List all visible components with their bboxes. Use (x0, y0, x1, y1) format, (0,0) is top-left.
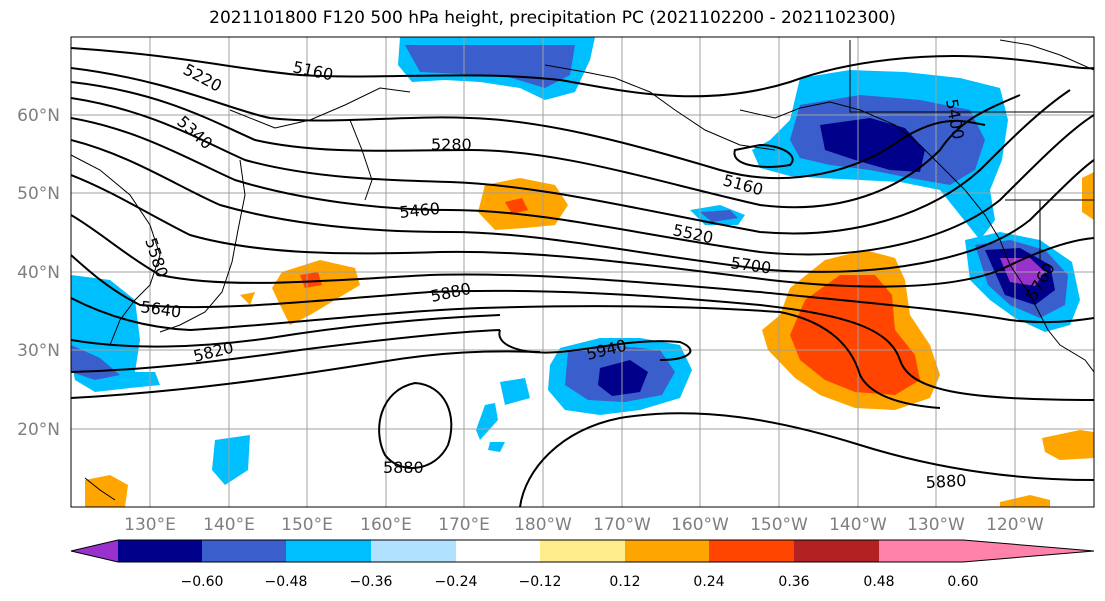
colorbar-tick-label: −0.48 (265, 574, 308, 590)
coastlines (71, 39, 1094, 501)
precip-area (598, 360, 648, 396)
precip-area (488, 442, 505, 452)
colorbar-tick-label: 0.12 (609, 574, 640, 590)
contour-line (733, 143, 794, 168)
precip-area (1082, 172, 1094, 220)
colorbar-tick-label: 0.36 (778, 574, 809, 590)
colorbar: −0.60 −0.48 −0.36 −0.24 −0.12 0.12 0.24 … (70, 539, 1095, 590)
colorbar-segment (202, 540, 287, 562)
height-contours (71, 47, 1094, 507)
lat-label: 20°N (17, 420, 60, 440)
precip-area (85, 475, 128, 507)
lon-label: 160°W (671, 515, 729, 535)
latitude-labels: 60°N 50°N 40°N 30°N 20°N (17, 106, 60, 440)
lon-label: 180°W (514, 515, 572, 535)
colorbar-segment (286, 540, 371, 562)
plot-frame (70, 36, 1095, 508)
precip-area (820, 118, 925, 172)
lat-label: 60°N (17, 106, 60, 126)
colorbar-tick-label: −0.36 (350, 574, 393, 590)
colorbar-tick-label: −0.60 (181, 574, 224, 590)
contour-label: 5280 (431, 135, 472, 154)
contour-line (71, 174, 1094, 288)
precip-area (212, 435, 250, 485)
graticule (71, 37, 1094, 507)
precip-area (272, 260, 360, 325)
colorbar-tick-label: 0.48 (863, 574, 894, 590)
precip-area (500, 378, 530, 405)
lon-label: 130°W (907, 515, 965, 535)
colorbar-segment (540, 540, 625, 562)
contour-line (71, 139, 1094, 273)
lon-label: 170°E (438, 515, 490, 535)
precip-area (476, 403, 498, 440)
contour-line (71, 254, 1094, 401)
colorbar-segment (371, 540, 456, 562)
lon-label: 150°W (750, 515, 808, 535)
precip-area (300, 272, 322, 288)
lon-label: 170°W (593, 515, 651, 535)
precip-area (1000, 495, 1050, 507)
contour-line (71, 350, 541, 399)
colorbar-tick-label: 0.60 (947, 574, 978, 590)
colorbar-segment (625, 540, 710, 562)
colorbar-segment (879, 540, 964, 562)
colorbar-segment (456, 540, 541, 562)
colorbar-segment (118, 540, 203, 562)
colorbar-extend-low (71, 540, 118, 562)
lon-label: 160°E (360, 515, 412, 535)
contour-label: 5880 (925, 471, 967, 492)
colorbar-tick-label: 0.24 (693, 574, 724, 590)
precip-area (1042, 430, 1094, 460)
contour-line (71, 67, 986, 180)
lat-label: 40°N (17, 263, 60, 283)
precip-area (240, 292, 255, 305)
contour-line (71, 89, 1071, 235)
precip-area (505, 198, 528, 214)
precip-shading (71, 37, 1094, 507)
contour-line (519, 412, 1094, 507)
contour-label: 5880 (383, 458, 424, 477)
contour-line (71, 329, 501, 373)
colorbar-tick-label: −0.12 (519, 574, 562, 590)
contour-line (71, 81, 1021, 209)
contour-line (378, 381, 453, 469)
colorbar-segment (709, 540, 794, 562)
colorbar-tick-label: −0.24 (435, 574, 478, 590)
contour-line (498, 329, 692, 361)
lon-label: 140°W (829, 515, 887, 535)
contour-line (71, 214, 1094, 324)
map-title: 2021101800 F120 500 hPa height, precipit… (209, 8, 896, 28)
longitude-labels: 130°E 140°E 150°E 160°E 170°E 180°W 170°… (124, 515, 1044, 535)
contour-line (71, 114, 1094, 256)
contour-line (71, 297, 941, 409)
precip-area (700, 210, 738, 222)
lat-label: 30°N (17, 341, 60, 361)
contour-line (71, 47, 1094, 98)
lon-label: 150°E (281, 515, 333, 535)
colorbar-segment (794, 540, 879, 562)
contour-label: 5460 (398, 199, 440, 222)
lon-label: 130°E (124, 515, 176, 535)
contour-line (71, 314, 501, 348)
lon-label: 140°E (203, 515, 255, 535)
lon-label: 120°W (986, 515, 1044, 535)
lat-label: 50°N (17, 184, 60, 204)
colorbar-extend-high (963, 540, 1094, 562)
